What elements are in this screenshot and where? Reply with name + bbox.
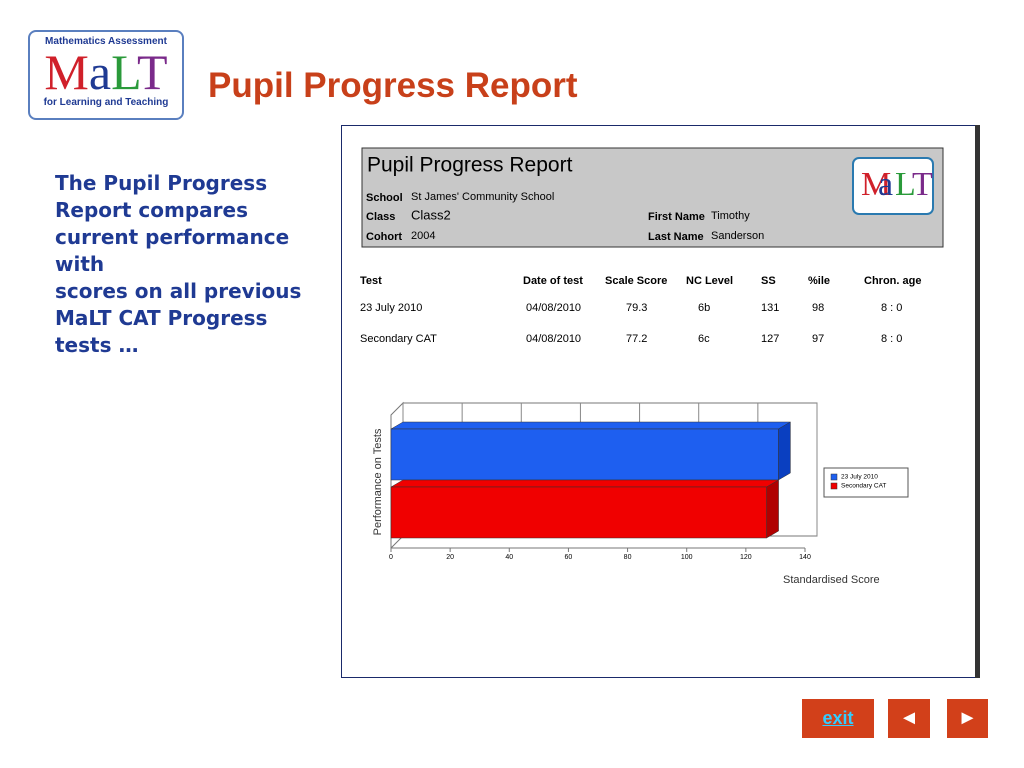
logo-top: Mathematics Assessment: [45, 36, 167, 47]
report: Pupil Progress Report Ma LT School St James…: [341, 125, 980, 678]
bar-side: [766, 479, 779, 539]
report-logo-letter: T: [912, 166, 933, 203]
field-label: First Name: [648, 211, 705, 223]
report-header: [361, 147, 944, 248]
x-axis-label: Standardised Score: [783, 574, 880, 586]
legend-swatch: [830, 482, 838, 490]
y-axis-label: Performance on Tests: [372, 428, 384, 535]
logo-letter: L: [111, 44, 138, 100]
field-value: Class2: [411, 207, 451, 222]
table-cell: 23 July 2010: [360, 302, 422, 314]
table-cell: 04/08/2010: [526, 302, 581, 314]
slide-title: Pupil Progress Report: [208, 66, 578, 105]
logo-word: MaLT: [30, 47, 182, 97]
x-tick-label: 80: [624, 554, 632, 561]
report-logo-letter: L: [895, 166, 916, 203]
field-value: 2004: [411, 230, 435, 242]
legend: [823, 467, 909, 498]
next-button[interactable]: ►: [947, 699, 988, 738]
logo: Mathematics Assessment MaLT for Learning…: [28, 30, 184, 120]
x-tick-label: 0: [389, 554, 393, 561]
table-cell: 6c: [698, 333, 710, 345]
column-header: Chron. age: [864, 275, 921, 287]
column-header: Date of test: [523, 275, 583, 287]
legend-swatch: [830, 473, 838, 481]
table-cell: 127: [761, 333, 779, 345]
column-header: %ile: [808, 275, 830, 287]
logo-letter: T: [137, 44, 168, 100]
field-value: Sanderson: [711, 230, 764, 242]
report-logo: [852, 157, 934, 215]
field-label: School: [366, 192, 403, 204]
scrollbar: [975, 125, 980, 678]
prev-button[interactable]: ◄: [888, 699, 930, 738]
x-tick-label: 40: [505, 554, 513, 561]
field-label: Cohort: [366, 231, 402, 243]
logo-letter: a: [88, 44, 112, 100]
x-tick-label: 20: [446, 554, 454, 561]
report-heading: Pupil Progress Report: [367, 154, 573, 177]
exit-button[interactable]: exit: [802, 699, 874, 738]
description-text: scores on all previous MaLT CAT Progress…: [55, 279, 302, 357]
legend-label: Secondary CAT: [841, 483, 886, 490]
x-tick-label: 140: [799, 554, 811, 561]
table-cell: 97: [812, 333, 824, 345]
table-cell: 77.2: [626, 333, 647, 345]
field-label: Last Name: [648, 231, 704, 243]
bar-top: [390, 479, 780, 488]
table-cell: 8 : 0: [881, 333, 902, 345]
field-value: St James' Community School: [411, 191, 554, 203]
bar: [390, 486, 767, 539]
field-label: Class: [366, 211, 395, 223]
x-tick-label: 100: [681, 554, 693, 561]
bar: [390, 428, 779, 481]
report-logo-letter: M: [861, 166, 891, 203]
description-text: The Pupil Progress Report compares curre…: [55, 171, 290, 276]
table-cell: 79.3: [626, 302, 647, 314]
x-tick-label: 60: [565, 554, 573, 561]
column-header: NC Level: [686, 275, 733, 287]
table-cell: 6b: [698, 302, 710, 314]
field-value: Timothy: [711, 210, 750, 222]
description: The Pupil Progress Report compares curre…: [55, 170, 310, 359]
exit-link[interactable]: exit: [822, 708, 854, 728]
table-cell: 98: [812, 302, 824, 314]
table-cell: Secondary CAT: [360, 333, 437, 345]
bar-top: [390, 421, 792, 430]
column-header: Test: [360, 275, 382, 287]
bar-side: [778, 421, 791, 481]
column-header: SS: [761, 275, 776, 287]
column-header: Scale Score: [605, 275, 667, 287]
report-logo-letter: a: [878, 166, 893, 203]
table-cell: 8 : 0: [881, 302, 902, 314]
logo-bottom: for Learning and Teaching: [43, 97, 169, 108]
x-tick-label: 120: [740, 554, 752, 561]
logo-letter: M: [44, 44, 89, 100]
table-cell: 04/08/2010: [526, 333, 581, 345]
legend-label: 23 July 2010: [841, 474, 878, 481]
table-cell: 131: [761, 302, 779, 314]
